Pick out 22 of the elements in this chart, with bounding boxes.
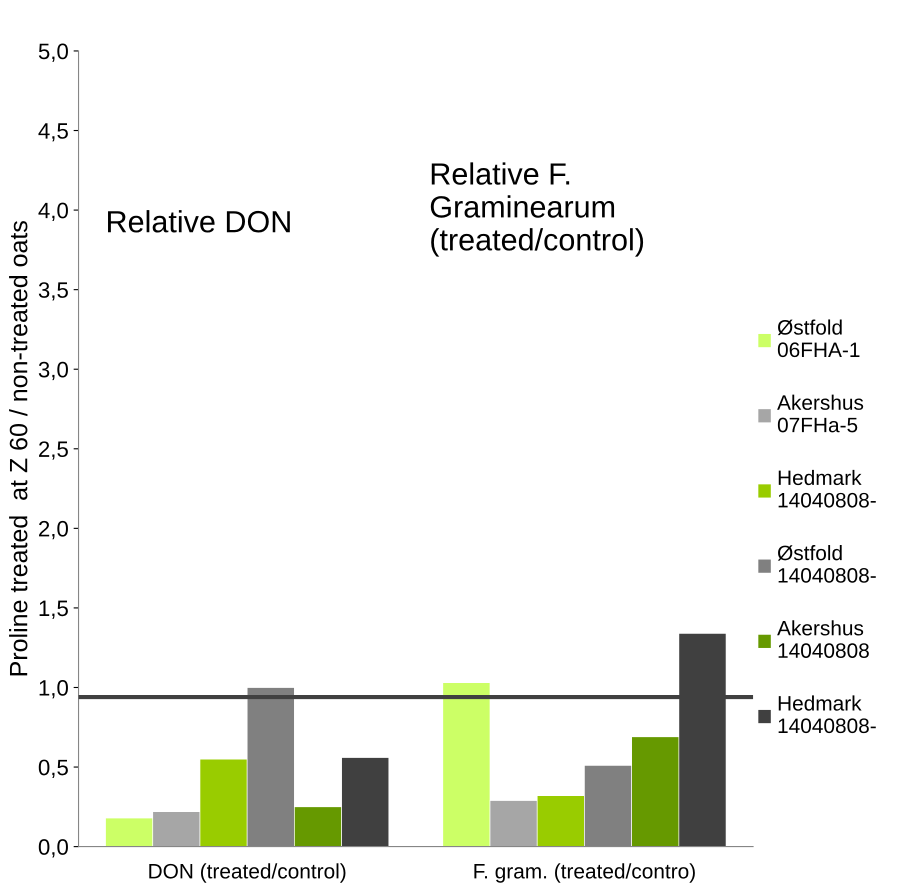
annotation: Relative F. Graminearum (treated/control): [430, 162, 644, 257]
y-tick-label: 1,5: [40, 600, 68, 619]
annotation: Relative DON: [108, 210, 290, 233]
y-tick-label: 0,0: [38, 839, 68, 858]
legend-label: Østfold 14040808-: [778, 545, 876, 583]
y-tick-label: 5,0: [38, 43, 68, 62]
y-tick-label: 4,0: [38, 202, 68, 221]
y-tick-label: 3,5: [38, 282, 68, 301]
x-tick-label: DON (treated/control): [149, 863, 346, 883]
y-tick-label: 4,5: [38, 123, 68, 142]
y-tick-label: 0,5: [38, 760, 68, 778]
legend-label: Akershus 14040808: [777, 620, 869, 658]
y-axis-title: Proline treated at Z 60 / non-treated oats: [9, 221, 28, 676]
legend-label: Hedmark 14040808-: [778, 695, 876, 734]
y-tick-label: 3,0: [38, 362, 68, 380]
legend-label: Østfold 06FHA-1: [778, 319, 860, 358]
x-tick-label: F. gram. (treated/contro): [474, 863, 695, 883]
y-tick-label: 2,0: [39, 520, 68, 540]
legend-label: Hedmark 14040808-: [778, 470, 876, 508]
y-tick-label: 1,0: [40, 680, 68, 698]
y-tick-label: 2,5: [39, 441, 68, 460]
legend-label: Akershus 07FHa-5: [777, 394, 864, 432]
